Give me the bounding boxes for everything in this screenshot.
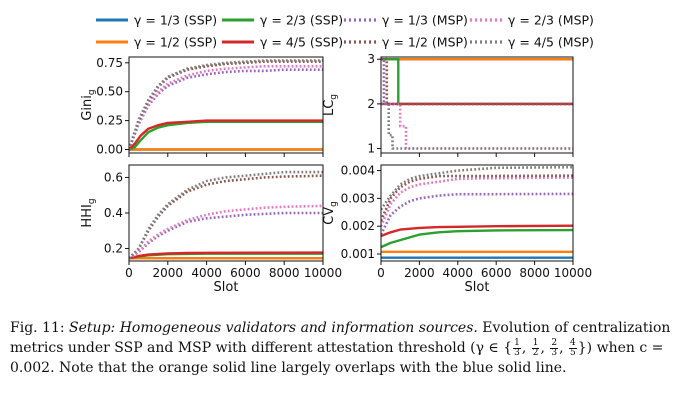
y-tick-label: 0.50 <box>96 85 123 99</box>
series-line <box>129 170 323 260</box>
y-tick-label: 0.002 <box>341 219 375 233</box>
series-line <box>381 57 573 106</box>
series-line <box>129 174 323 260</box>
chart-hhi: 0 2000 4000 6000 8000 10000 0.2 0.4 0.6 HHIg Slot <box>80 164 342 295</box>
legend-label: γ = 4/5 (SSP) <box>260 35 343 50</box>
y-axis-label: CVg <box>322 201 339 225</box>
legend-label: γ = 1/3 (MSP) <box>382 13 468 28</box>
x-tick-label: 4000 <box>191 266 222 280</box>
x-tick-label: 2000 <box>153 266 184 280</box>
series-line <box>129 204 323 260</box>
x-tick-label: 8000 <box>519 266 550 280</box>
legend-label: γ = 2/3 (MSP) <box>508 13 594 28</box>
y-axis-label: Ginig <box>80 89 97 120</box>
caption-text-1: Evolution of centralization metrics unde… <box>10 320 671 356</box>
y-tick-label: 0.004 <box>341 164 375 178</box>
y-tick-label: 0.2 <box>104 242 123 256</box>
figure-canvas: γ = 1/3 (SSP) γ = 2/3 (SSP) γ = 1/3 (MSP) γ… <box>80 13 594 296</box>
y-tick-label: 3 <box>367 52 375 66</box>
series-line <box>129 60 323 150</box>
series-line <box>381 102 573 150</box>
x-tick-label: 0 <box>125 266 133 280</box>
chart-panels: 0.00 0.25 0.50 0.75 Ginig 1 2 3 LCg 0 2000 4000 6000… <box>80 52 592 295</box>
legend-label: γ = 1/2 (SSP) <box>134 35 217 50</box>
legend-label: γ = 4/5 (MSP) <box>508 35 594 50</box>
series-line <box>129 120 323 151</box>
series-line <box>381 57 573 106</box>
series-line <box>381 165 573 211</box>
series-line <box>381 224 573 238</box>
y-tick-label: 0.00 <box>96 143 123 157</box>
caption-text-2: }) when c = 0.002. Note that the orange … <box>10 340 664 376</box>
chart-gini: 0.00 0.25 0.50 0.75 Ginig <box>80 56 324 157</box>
x-tick-label: 10000 <box>554 266 592 280</box>
x-tick-label: 10000 <box>304 266 342 280</box>
y-tick-label: 1 <box>367 142 375 156</box>
series-line <box>129 251 323 260</box>
legend-label: γ = 2/3 (SSP) <box>260 13 343 28</box>
x-axis-label: Slot <box>214 280 239 295</box>
series-line <box>381 58 573 106</box>
series-line <box>129 68 323 150</box>
x-tick-label: 8000 <box>269 266 300 280</box>
x-tick-label: 4000 <box>443 266 474 280</box>
axes-frame <box>380 56 574 154</box>
series-line <box>381 176 573 227</box>
y-axis-label: LCg <box>322 94 339 116</box>
y-tick-label: 0.003 <box>341 191 375 205</box>
series-line <box>381 228 573 249</box>
figure-caption: Fig. 11: Setup: Homogeneous validators a… <box>10 318 682 378</box>
series-line <box>129 119 323 151</box>
y-tick-label: 0.4 <box>104 206 123 220</box>
y-tick-label: 0.6 <box>104 170 123 184</box>
y-tick-label: 0.001 <box>341 247 375 261</box>
series-line <box>129 59 323 150</box>
x-axis-label: Slot <box>465 280 490 295</box>
x-tick-label: 6000 <box>230 266 261 280</box>
chart-cv: 0 2000 4000 6000 8000 10000 0.001 0.002 0.003 0.0… <box>322 164 592 295</box>
axes-frame <box>380 164 574 262</box>
caption-setup: Setup: Homogeneous validators and inform… <box>69 320 478 336</box>
x-tick-label: 2000 <box>404 266 435 280</box>
series-line <box>129 65 323 150</box>
y-tick-label: 2 <box>367 97 375 111</box>
series-line <box>381 102 573 150</box>
legend-label: γ = 1/2 (MSP) <box>382 35 468 50</box>
chart-lc: 1 2 3 LCg <box>322 52 574 157</box>
y-axis-label: HHIg <box>80 198 97 227</box>
x-tick-label: 0 <box>377 266 385 280</box>
y-tick-label: 0.75 <box>96 56 123 70</box>
x-tick-label: 6000 <box>481 266 512 280</box>
series-line <box>381 174 573 222</box>
axes-frame <box>128 56 324 154</box>
y-tick-label: 0.25 <box>96 114 123 128</box>
legend-label: γ = 1/3 (SSP) <box>134 13 217 28</box>
legend: γ = 1/3 (SSP) γ = 2/3 (SSP) γ = 1/3 (MSP) γ… <box>96 13 594 50</box>
caption-label: Fig. 11: <box>10 320 65 336</box>
